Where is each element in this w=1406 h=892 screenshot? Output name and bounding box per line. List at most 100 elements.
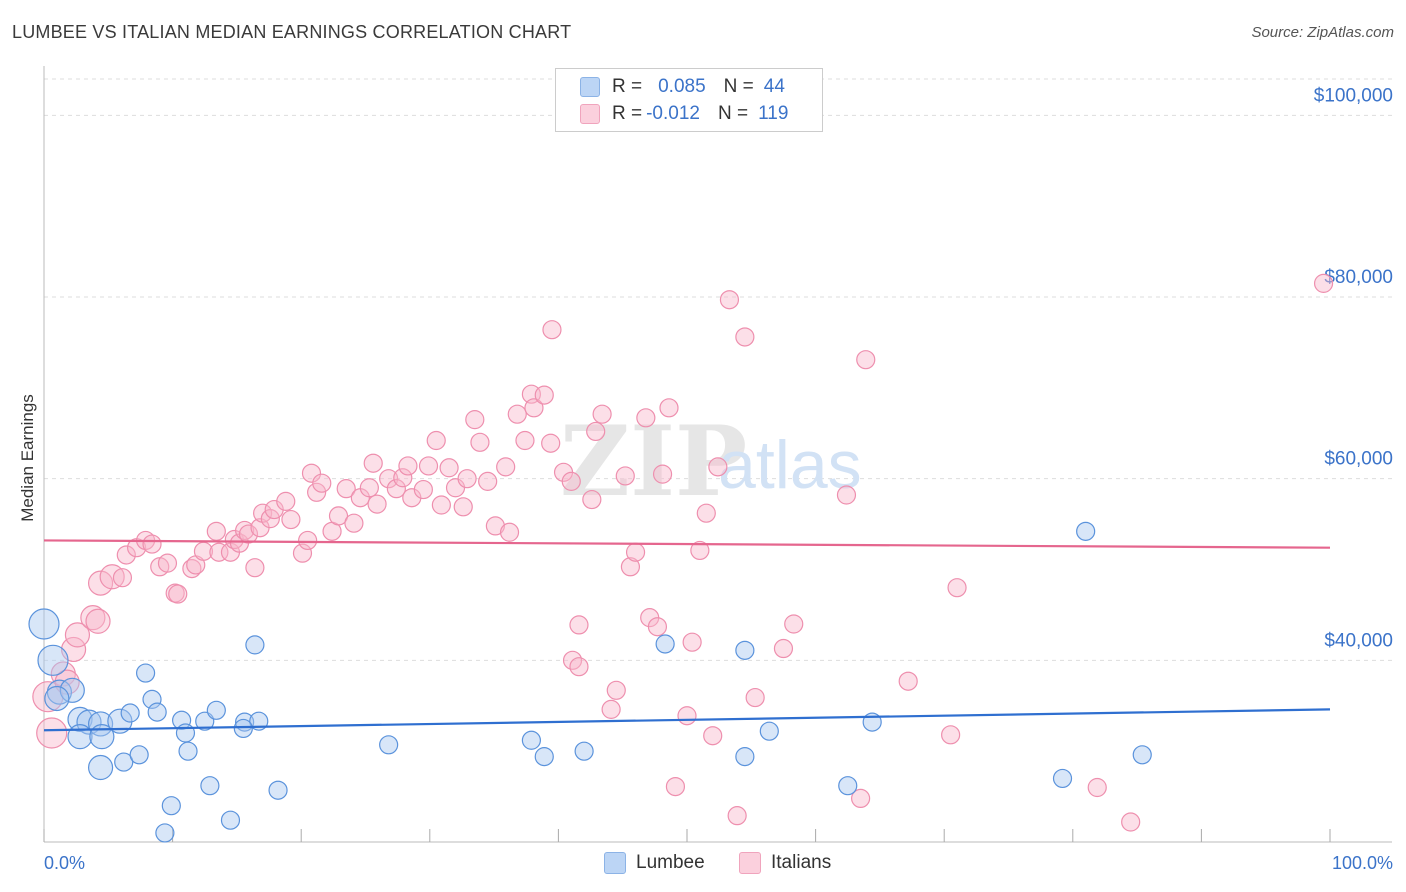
x-tick-label: 100.0%: [1332, 853, 1393, 873]
italians-point: [312, 473, 332, 493]
y-tick-label: $40,000: [1324, 630, 1393, 651]
italians-point: [206, 521, 226, 541]
italians-point: [99, 564, 125, 590]
lumbee-point: [67, 724, 93, 750]
legend-r-value: -0.012: [646, 103, 700, 124]
y-axis-title: Median Earnings: [18, 394, 37, 522]
italians-point: [112, 568, 133, 588]
lumbee-point: [200, 776, 220, 796]
italians-point: [856, 350, 876, 370]
italians-point: [80, 605, 106, 631]
italians-point: [359, 478, 379, 498]
bottom-legend-label-italians: Italians: [771, 852, 832, 873]
italians-point: [586, 421, 606, 442]
lumbee-point: [268, 780, 288, 800]
legend-r-label: R =: [612, 76, 643, 97]
italians-point: [379, 469, 399, 489]
italians-point: [426, 430, 446, 451]
italians-point: [735, 327, 755, 347]
italians-point: [836, 485, 857, 505]
italians-point: [541, 433, 561, 453]
italians-point: [507, 404, 527, 424]
lumbee-point: [574, 741, 594, 761]
lumbee-point: [87, 754, 114, 781]
lumbee-point: [735, 640, 755, 660]
lumbee-point: [172, 710, 192, 730]
lumbee-point: [67, 706, 93, 732]
lumbee-point: [1076, 521, 1096, 541]
italians-point: [457, 469, 477, 489]
lumbee-point: [220, 810, 241, 830]
italians-trend-line: [43, 539, 1331, 549]
italians-point: [682, 632, 702, 652]
bottom-legend: Lumbee Italians: [0, 852, 1406, 876]
lumbee-point: [379, 735, 399, 755]
tick-labels: $40,000 $60,000 $80,000 $100,000 0.0% 100.0%: [44, 85, 1393, 873]
italians-point: [703, 726, 723, 746]
lumbee-point: [107, 708, 133, 734]
grid-lines: [44, 78, 1392, 661]
italians-point: [478, 471, 498, 491]
y-tick-label: $60,000: [1324, 449, 1393, 470]
lumbee-point: [120, 703, 140, 723]
italians-point: [336, 479, 356, 499]
italians-point: [696, 503, 716, 523]
italians-point: [307, 482, 327, 502]
lumbee-point: [59, 677, 85, 703]
italians-point: [465, 410, 485, 430]
italians-point: [470, 432, 490, 452]
italians-point: [87, 570, 114, 596]
italians-point: [652, 464, 673, 484]
italians-point: [235, 520, 255, 541]
italians-point: [1087, 777, 1107, 798]
italians-points: [32, 273, 1334, 832]
italians-point: [496, 457, 516, 477]
italians-point: [745, 687, 765, 708]
lumbee-point: [129, 745, 149, 765]
legend-swatch-italians: [580, 104, 600, 124]
axes: [43, 66, 1392, 843]
italians-point: [625, 542, 646, 562]
italians-point: [238, 524, 259, 544]
legend-r-value: 0.085: [658, 76, 706, 97]
italians-point: [636, 408, 656, 428]
italians-point: [431, 495, 451, 515]
italians-point: [398, 456, 418, 476]
lumbee-point: [655, 634, 675, 654]
italians-point: [245, 558, 265, 578]
italians-point: [947, 578, 967, 598]
italians-point: [276, 491, 296, 511]
italians-point: [524, 398, 544, 418]
italians-point: [615, 466, 635, 486]
y-tick-label: $100,000: [1314, 85, 1393, 106]
italians-point: [453, 497, 473, 517]
lumbee-point: [114, 752, 134, 772]
italians-point: [569, 615, 589, 635]
legend-n-label: N =: [717, 103, 749, 124]
italians-point: [386, 479, 406, 499]
italians-point: [54, 669, 80, 695]
lumbee-point: [142, 689, 162, 709]
italians-point: [281, 509, 301, 530]
italians-point: [851, 788, 871, 809]
italians-point: [561, 471, 581, 491]
italians-point: [582, 489, 602, 510]
lumbee-point: [1052, 768, 1073, 789]
italians-point: [708, 457, 728, 477]
italians-point: [690, 540, 710, 561]
bottom-legend-lumbee[interactable]: Lumbee: [604, 852, 705, 874]
italians-point: [499, 522, 520, 542]
italians-point: [601, 699, 621, 719]
lumbee-point: [28, 608, 60, 640]
italians-point: [413, 479, 433, 500]
italians-point: [941, 725, 961, 745]
bottom-legend-italians[interactable]: Italians: [739, 852, 831, 874]
italians-point: [182, 558, 202, 579]
chart-source: Source: ZipAtlas.com: [1251, 24, 1394, 41]
italians-point: [515, 430, 535, 451]
lumbee-point: [1132, 745, 1152, 765]
lumbee-point: [46, 679, 73, 705]
legend: R = 0.085 N = 44 R = -0.012 N = 119: [555, 68, 823, 132]
italians-point: [439, 458, 459, 478]
